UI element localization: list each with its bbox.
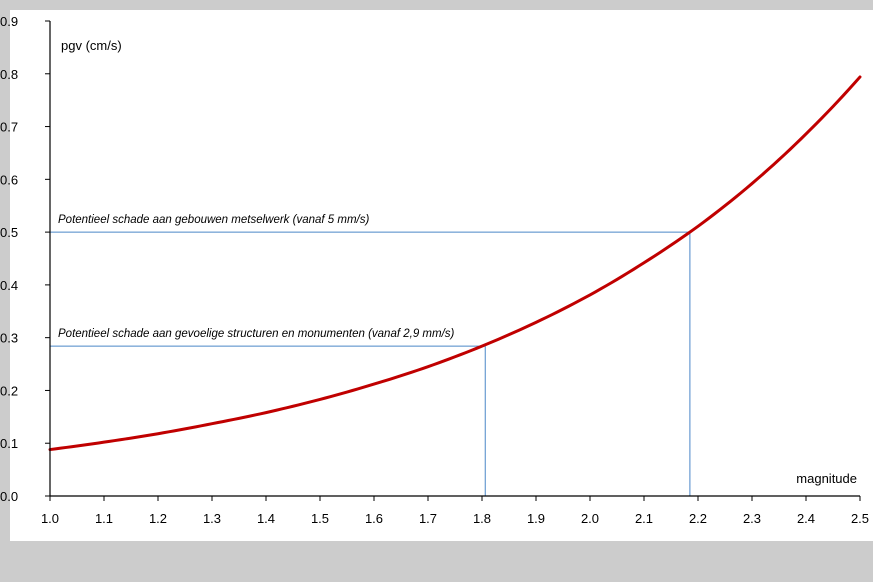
- annotations: Potentieel schade aan gebouwen metselwer…: [58, 214, 455, 340]
- y-ticks: 0.0 0.1 0.2 0.3 0.4 0.5 0.6 0.7 0.8 0.9: [0, 14, 50, 504]
- y-tick-label: 0.2: [0, 383, 18, 398]
- x-tick-label: 1.9: [527, 511, 545, 526]
- x-ticks: 1.0 1.1 1.2 1.3 1.4 1.5 1.6 1.7 1.8 1.9 2.0 2.1 2.2 2…: [41, 496, 869, 526]
- x-tick-label: 1.1: [95, 511, 113, 526]
- x-tick-label: 2.4: [797, 511, 815, 526]
- x-tick-label: 1.2: [149, 511, 167, 526]
- x-tick-label: 2.0: [581, 511, 599, 526]
- x-tick-label: 1.7: [419, 511, 437, 526]
- x-axis-title: magnitude: [796, 471, 857, 486]
- plot-area: [10, 10, 873, 541]
- threshold-annotation: Potentieel schade aan gebouwen metselwer…: [58, 214, 369, 226]
- y-tick-label: 0.3: [0, 331, 18, 346]
- x-tick-label: 1.0: [41, 511, 59, 526]
- series-layer: [48, 75, 862, 452]
- x-tick-label: 1.8: [473, 511, 491, 526]
- y-tick-label: 0.9: [0, 14, 18, 29]
- y-axis-title: pgv (cm/s): [61, 38, 122, 53]
- y-tick-label: 0.1: [0, 436, 18, 451]
- x-tick-label: 2.5: [851, 511, 869, 526]
- x-tick-label: 2.2: [689, 511, 707, 526]
- pgv-curve: [48, 75, 862, 452]
- y-tick-label: 0.4: [0, 278, 18, 293]
- y-tick-label: 0.8: [0, 67, 18, 82]
- y-tick-label: 0.7: [0, 120, 18, 135]
- y-tick-label: 0.6: [0, 172, 18, 187]
- y-tick-label: 0.0: [0, 489, 18, 504]
- x-tick-label: 1.5: [311, 511, 329, 526]
- x-tick-label: 1.6: [365, 511, 383, 526]
- x-tick-label: 2.3: [743, 511, 761, 526]
- threshold-annotation: Potentieel schade aan gevoelige structur…: [58, 328, 455, 340]
- x-tick-label: 1.3: [203, 511, 221, 526]
- threshold-lines: [50, 231, 691, 496]
- x-tick-label: 1.4: [257, 511, 275, 526]
- x-tick-label: 2.1: [635, 511, 653, 526]
- y-tick-label: 0.5: [0, 225, 18, 240]
